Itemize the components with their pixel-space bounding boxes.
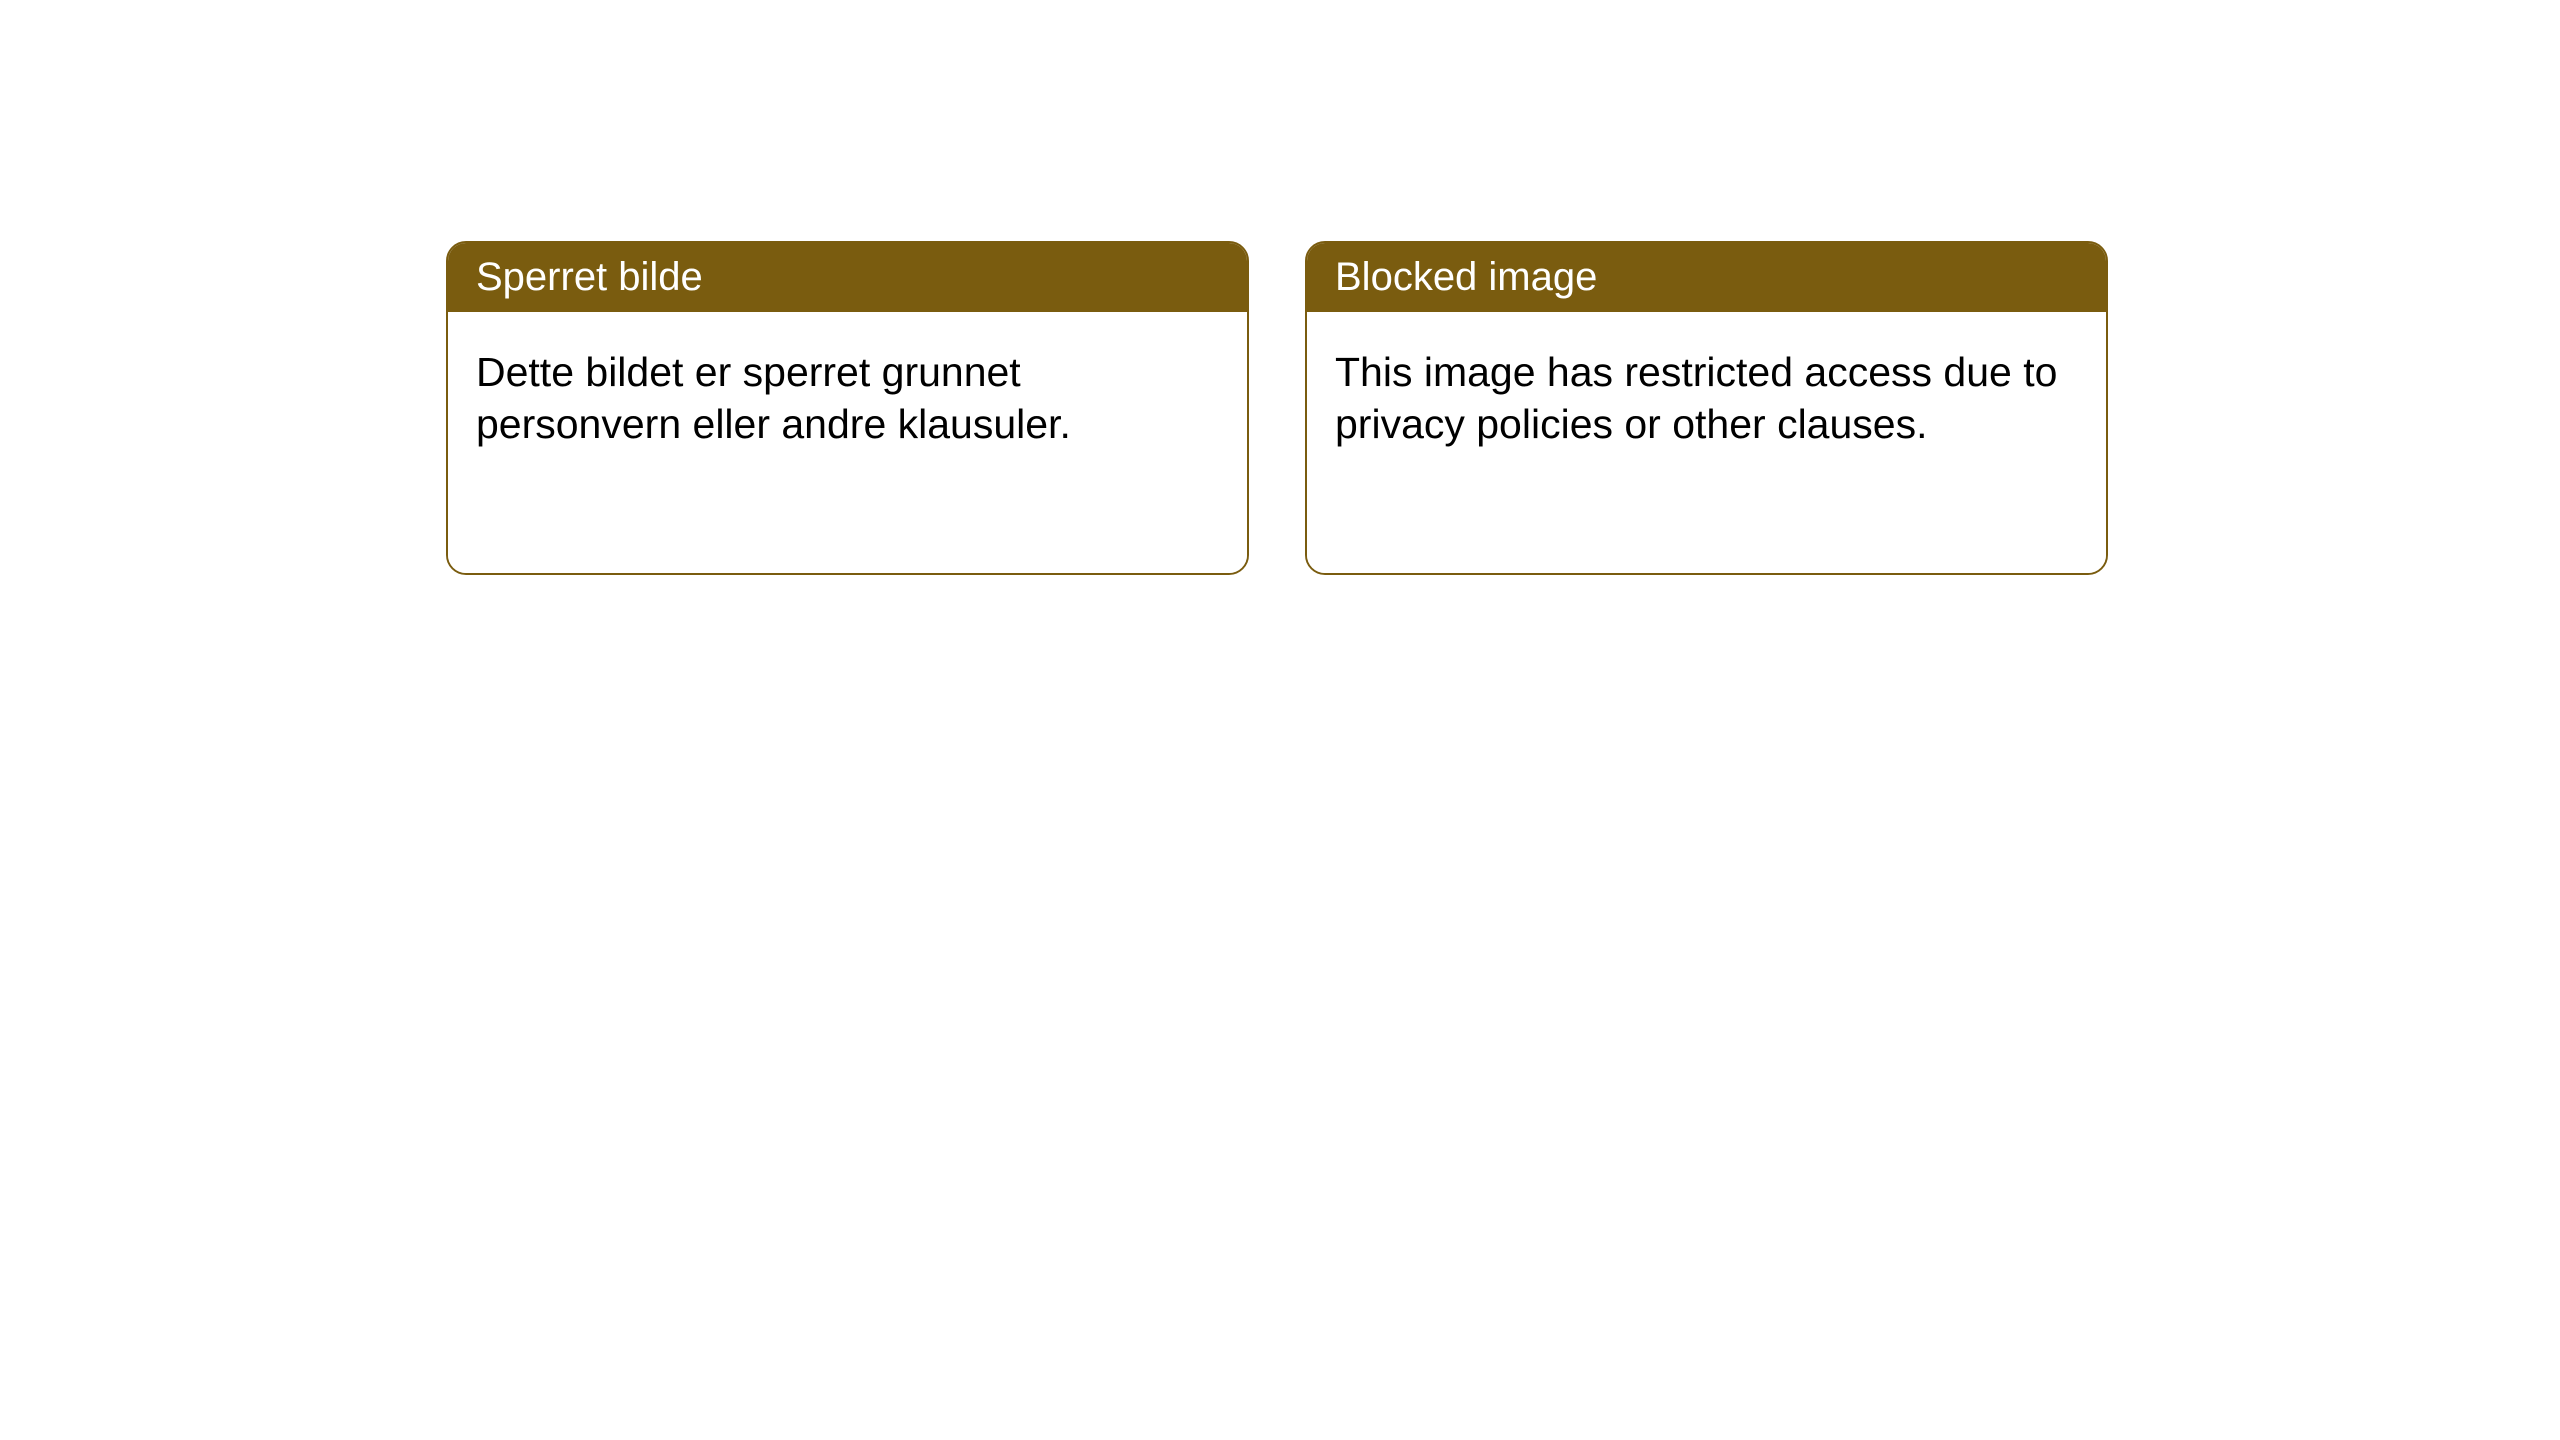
card-body: Dette bildet er sperret grunnet personve… bbox=[448, 312, 1247, 573]
card-body-text: This image has restricted access due to … bbox=[1335, 349, 2057, 447]
notice-card-english: Blocked image This image has restricted … bbox=[1305, 241, 2108, 575]
card-body-text: Dette bildet er sperret grunnet personve… bbox=[476, 349, 1071, 447]
card-title: Blocked image bbox=[1335, 255, 1597, 299]
card-title: Sperret bilde bbox=[476, 255, 703, 299]
card-header: Blocked image bbox=[1307, 243, 2106, 312]
notice-card-norwegian: Sperret bilde Dette bildet er sperret gr… bbox=[446, 241, 1249, 575]
notice-container: Sperret bilde Dette bildet er sperret gr… bbox=[0, 0, 2560, 575]
card-header: Sperret bilde bbox=[448, 243, 1247, 312]
card-body: This image has restricted access due to … bbox=[1307, 312, 2106, 573]
